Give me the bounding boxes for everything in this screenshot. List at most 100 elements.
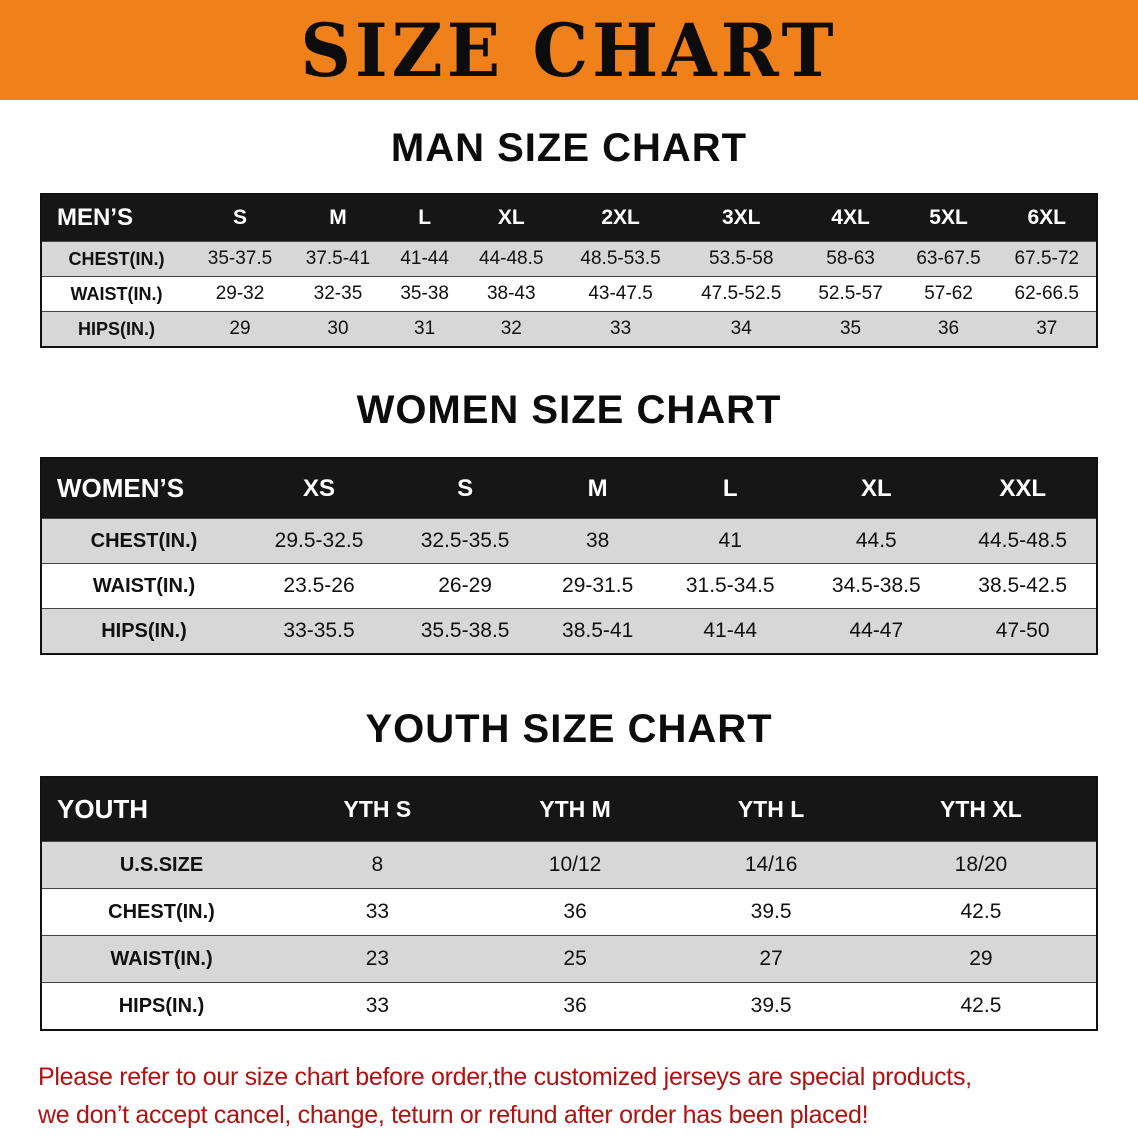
value-cell: 36 (563, 994, 587, 1017)
table-header-row: YOUTH YTH S YTH M YTH L YTH XL (41, 777, 1097, 842)
value-cell: 44-48.5 (479, 248, 544, 269)
value-cell: 29 (969, 947, 993, 970)
value-cell: 32.5-35.5 (420, 529, 510, 552)
men-size-table: MEN’S S M L XL 2XL 3XL 4XL 5XL 6XL CHEST(IN.) 35-37… (40, 193, 1098, 348)
value-cell: 41-44 (703, 619, 758, 642)
row-label-cell: HIPS(IN.) (77, 318, 155, 339)
value-cell: 67.5-72 (1014, 248, 1079, 269)
size-header-cell: 4XL (831, 206, 870, 229)
value-cell: 33 (365, 994, 390, 1017)
row-label-cell: U.S.SIZE (119, 853, 204, 876)
value-cell: 42.5 (960, 900, 1002, 923)
footer-note-line-2: we don’t accept cancel, change, teturn o… (38, 1100, 869, 1129)
value-cell: 26-29 (438, 574, 492, 597)
table-header-row: MEN’S S M L XL 2XL 3XL 4XL 5XL 6XL (41, 194, 1097, 242)
value-cell: 36 (937, 318, 960, 339)
women-section-heading: WOMEN SIZE CHART (356, 388, 782, 432)
table-title-cell: WOMEN’S (57, 473, 185, 503)
row-label-cell: CHEST(IN.) (90, 529, 198, 552)
size-header-cell: L (418, 206, 432, 229)
size-chart-content: MAN SIZE CHART MEN’S S M L XL 2XL 3XL 4XL 5XL 6XL… (0, 126, 1138, 1031)
value-cell: 32-35 (313, 283, 363, 304)
value-cell: 47.5-52.5 (701, 283, 782, 304)
row-label-cell: CHEST(IN.) (108, 900, 215, 923)
value-cell: 41 (718, 529, 742, 552)
value-cell: 58-63 (826, 248, 875, 269)
value-cell: 14/16 (744, 853, 798, 876)
size-header-cell: XS (303, 474, 336, 502)
value-cell: 44.5 (855, 529, 897, 552)
row-label-cell: HIPS(IN.) (101, 619, 187, 642)
table-title-cell: MEN’S (57, 204, 134, 231)
table-row: HIPS(IN.) 29 30 31 32 33 34 35 36 37 (41, 311, 1097, 347)
value-cell: 31.5-34.5 (685, 574, 775, 597)
value-cell: 57-62 (924, 283, 973, 304)
value-cell: 18/20 (954, 853, 1008, 876)
size-header-cell: 6XL (1027, 206, 1067, 229)
value-cell: 39.5 (750, 994, 792, 1017)
value-cell: 33 (365, 900, 390, 923)
value-cell: 35-37.5 (207, 248, 273, 269)
value-cell: 27 (759, 947, 783, 970)
value-cell: 29 (229, 318, 251, 339)
value-cell: 32 (500, 318, 522, 339)
value-cell: 41-44 (400, 248, 449, 269)
value-cell: 25 (563, 947, 587, 970)
value-cell: 44.5-48.5 (978, 529, 1068, 552)
value-cell: 37 (1036, 318, 1058, 339)
youth-size-section: YOUTH SIZE CHART YOUTH YTH S YTH M YTH L YTH… (0, 707, 1138, 1031)
value-cell: 35-38 (400, 283, 449, 304)
size-header-cell: 3XL (721, 206, 761, 229)
table-row: CHEST(IN.) 29.5-32.5 32.5-35.5 38 41 44.5 44.5… (41, 518, 1097, 564)
table-row: HIPS(IN.) 33 36 39.5 42.5 (41, 982, 1097, 1030)
value-cell: 52.5-57 (818, 283, 883, 304)
value-cell: 10/12 (548, 853, 602, 876)
value-cell: 44-47 (849, 619, 904, 642)
row-label-cell: WAIST(IN.) (70, 283, 163, 304)
size-header-cell: 5XL (929, 206, 968, 229)
value-cell: 39.5 (750, 900, 792, 923)
size-header-cell: S (457, 474, 474, 502)
value-cell: 33-35.5 (283, 619, 355, 642)
size-header-cell: XL (497, 206, 525, 229)
men-section-heading: MAN SIZE CHART (390, 126, 748, 170)
size-header-cell: XL (860, 474, 892, 502)
size-chart-banner: SIZE CHART (0, 0, 1138, 100)
row-label-cell: WAIST(IN.) (92, 574, 196, 597)
women-size-section: WOMEN SIZE CHART WOMEN’S XS S M L XL XXL CHEST(… (0, 388, 1138, 655)
value-cell: 62-66.5 (1014, 283, 1079, 304)
table-row: WAIST(IN.) 23.5-26 26-29 29-31.5 31.5-34.5 34… (41, 563, 1097, 609)
value-cell: 37.5-41 (305, 248, 371, 269)
footer-note-line-1: Please refer to our size chart before or… (38, 1063, 972, 1091)
row-label-cell: WAIST(IN.) (110, 947, 213, 970)
table-row: WAIST(IN.) 29-32 32-35 35-38 38-43 43-47.5 47.… (41, 276, 1097, 312)
table-row: HIPS(IN.) 33-35.5 35.5-38.5 38.5-41 41-44 44-… (41, 608, 1097, 654)
value-cell: 34 (730, 318, 752, 339)
women-size-table: WOMEN’S XS S M L XL XXL CHEST(IN.) 29.5-32.5 32.5… (40, 457, 1098, 655)
value-cell: 36 (563, 900, 587, 923)
size-header-cell: 2XL (601, 206, 640, 229)
value-cell: 29-31.5 (562, 574, 634, 597)
footer-note: Please refer to our size chart before or… (38, 1061, 1100, 1133)
table-row: CHEST(IN.) 33 36 39.5 42.5 (41, 888, 1097, 936)
size-header-cell: YTH M (539, 796, 611, 822)
men-size-section: MAN SIZE CHART MEN’S S M L XL 2XL 3XL 4XL 5XL 6XL… (0, 126, 1138, 348)
size-header-cell: XXL (999, 474, 1046, 502)
value-cell: 8 (371, 853, 384, 876)
value-cell: 47-50 (995, 619, 1050, 642)
value-cell: 38.5-42.5 (978, 574, 1068, 597)
row-label-cell: CHEST(IN.) (68, 248, 165, 269)
size-header-cell: S (232, 206, 247, 229)
table-row: U.S.SIZE 8 10/12 14/16 18/20 (41, 841, 1097, 889)
value-cell: 30 (327, 318, 349, 339)
value-cell: 33 (610, 318, 632, 339)
size-header-cell: YTH L (737, 796, 805, 822)
value-cell: 42.5 (960, 994, 1002, 1017)
value-cell: 63-67.5 (916, 248, 981, 269)
value-cell: 38-43 (486, 283, 536, 304)
value-cell: 29-32 (215, 283, 265, 304)
size-header-cell: YTH XL (940, 796, 1022, 822)
size-header-cell: YTH S (343, 796, 412, 822)
value-cell: 29.5-32.5 (274, 529, 364, 552)
